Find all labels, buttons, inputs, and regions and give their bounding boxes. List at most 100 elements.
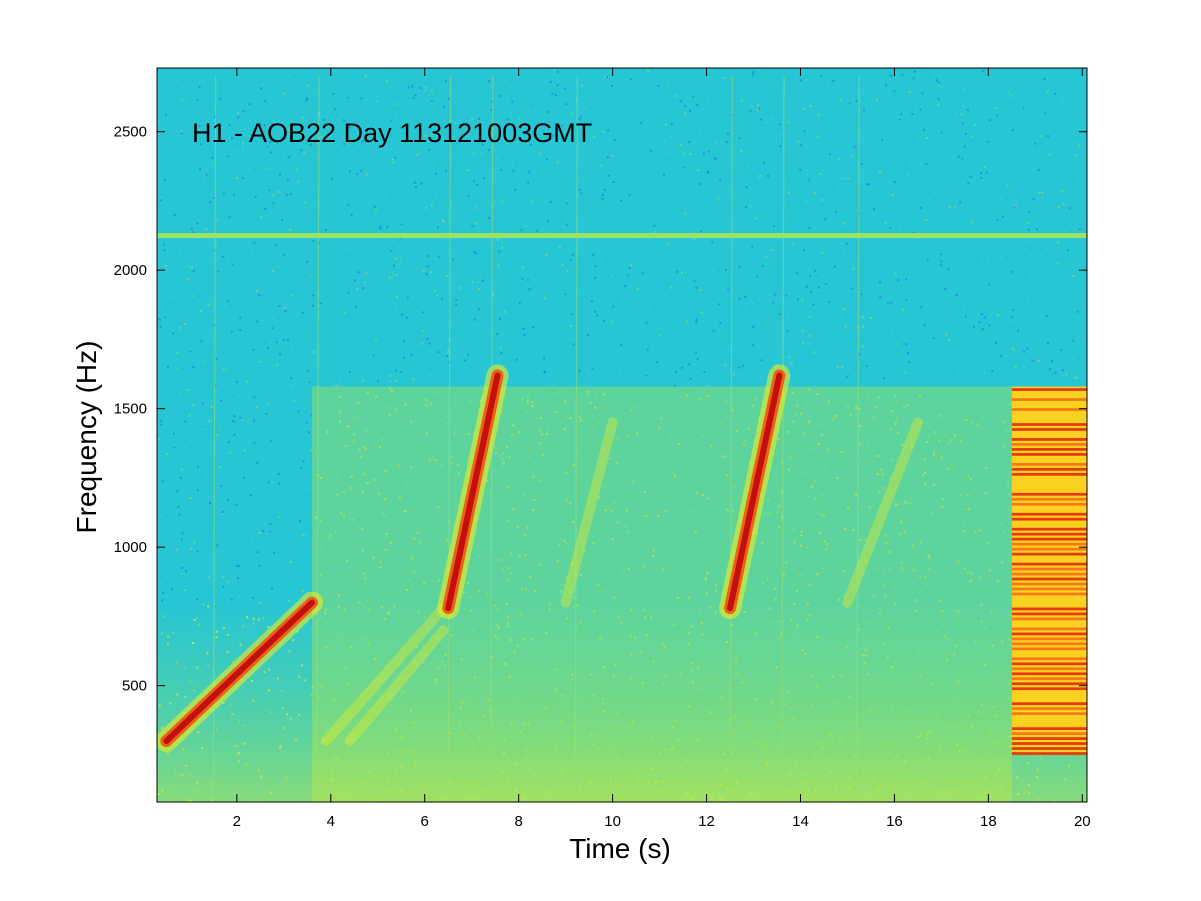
noise-speckle (173, 446, 176, 449)
noise-speckle (1000, 257, 1003, 260)
noise-speckle (377, 380, 380, 383)
noise-speckle (482, 177, 485, 180)
noise-speckle (1073, 117, 1076, 120)
noise-speckle (301, 311, 304, 314)
noise-speckle (390, 119, 393, 122)
noise-speckle (964, 132, 967, 135)
noise-speckle (237, 576, 240, 579)
tone-band (1011, 652, 1087, 656)
noise-speckle (425, 273, 428, 276)
noise-speckle (740, 150, 743, 153)
noise-speckle (270, 151, 272, 154)
noise-speckle (459, 287, 462, 289)
noise-speckle (237, 395, 240, 397)
noise-speckle (304, 201, 307, 204)
noise-speckle (808, 315, 811, 318)
noise-speckle (238, 595, 241, 598)
noise-speckle (611, 85, 614, 87)
noise-speckle (982, 70, 985, 73)
noise-speckle (185, 570, 188, 573)
noise-speckle (298, 520, 301, 523)
transient-streak (447, 76, 452, 802)
noise-speckle (1081, 206, 1084, 209)
noise-speckle (385, 110, 388, 113)
noise-speckle (751, 344, 754, 347)
noise-speckle (738, 366, 741, 369)
noise-speckle (516, 238, 519, 241)
noise-speckle (881, 139, 884, 142)
noise-speckle (1036, 228, 1038, 231)
noise-speckle (271, 317, 274, 320)
tone-band (1011, 732, 1087, 735)
noise-speckle (201, 466, 204, 469)
noise-speckle (718, 303, 721, 306)
noise-speckle (260, 216, 263, 219)
noise-speckle (719, 178, 722, 181)
noise-speckle (437, 255, 440, 258)
noise-speckle (422, 329, 425, 332)
noise-speckle (255, 461, 258, 464)
noise-speckle (795, 76, 798, 79)
noise-speckle (499, 347, 502, 350)
noise-speckle (196, 598, 199, 601)
noise-speckle (852, 373, 855, 376)
noise-speckle (232, 193, 235, 196)
tone-band (1011, 642, 1087, 646)
noise-speckle (806, 341, 809, 344)
noise-speckle (192, 231, 195, 234)
noise-speckle (226, 600, 229, 603)
noise-speckle (474, 221, 477, 224)
noise-speckle (664, 183, 667, 186)
noise-speckle (727, 186, 730, 188)
noise-speckle (893, 181, 896, 184)
noise-speckle (526, 94, 529, 97)
noise-speckle (392, 264, 395, 267)
noise-speckle (343, 199, 346, 202)
noise-speckle (189, 497, 192, 499)
noise-speckle (306, 260, 309, 263)
noise-speckle (695, 321, 698, 324)
noise-speckle (671, 311, 674, 313)
noise-speckle (655, 361, 658, 364)
noise-speckle (923, 324, 926, 327)
noise-speckle (539, 152, 541, 155)
noise-speckle (1002, 215, 1005, 218)
noise-speckle (565, 226, 568, 229)
noise-speckle (757, 104, 760, 107)
noise-speckle (932, 337, 935, 340)
noise-speckle (597, 327, 600, 330)
noise-speckle (767, 175, 770, 177)
noise-speckle (590, 300, 593, 303)
noise-speckle (252, 596, 255, 599)
noise-speckle (304, 114, 307, 117)
noise-speckle (981, 328, 984, 331)
noise-speckle (281, 535, 284, 538)
noise-speckle (173, 214, 176, 216)
noise-speckle (471, 281, 474, 284)
noise-speckle (984, 166, 987, 169)
noise-speckle (758, 177, 761, 180)
noise-speckle (447, 98, 450, 100)
noise-speckle (277, 191, 280, 193)
noise-speckle (752, 325, 754, 328)
noise-speckle (619, 372, 622, 375)
noise-speckle (657, 328, 660, 331)
noise-speckle (566, 269, 569, 272)
noise-speckle (801, 329, 804, 332)
noise-speckle (428, 148, 431, 151)
tone-band (1011, 393, 1087, 396)
noise-speckle (200, 340, 203, 343)
noise-speckle (1054, 371, 1057, 374)
noise-speckle (607, 129, 610, 132)
noise-speckle (943, 345, 946, 347)
noise-speckle (389, 374, 392, 377)
noise-speckle (995, 341, 997, 344)
noise-speckle (546, 158, 549, 161)
noise-speckle (193, 541, 196, 544)
noise-speckle (1065, 373, 1068, 376)
noise-speckle (822, 275, 825, 278)
noise-speckle (565, 217, 568, 220)
tone-band (1011, 752, 1087, 755)
noise-speckle (243, 204, 246, 206)
noise-speckle (809, 275, 812, 278)
